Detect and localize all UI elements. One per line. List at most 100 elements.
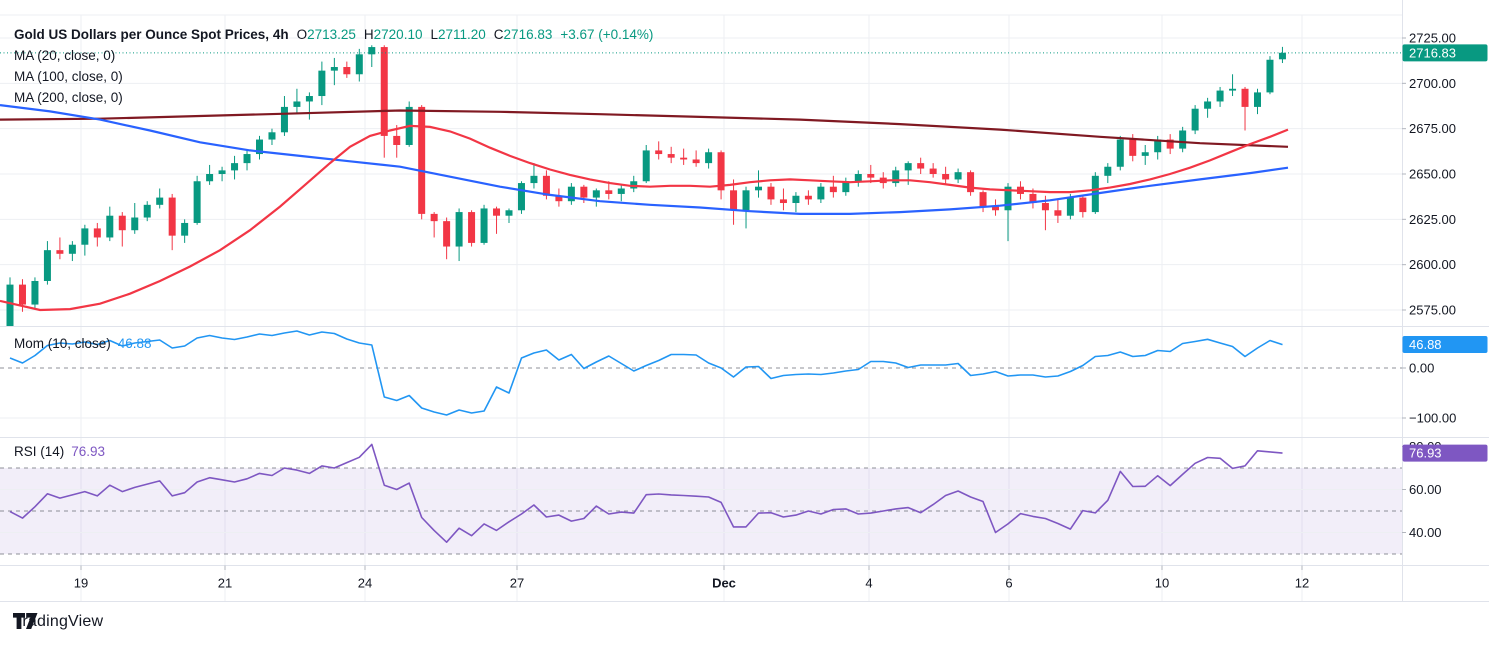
low-label: L (430, 27, 438, 42)
axis-label: 2700.00 (1409, 76, 1456, 91)
candle (31, 280, 39, 305)
legend-item-momentum[interactable]: Mom (10, close) 46.88 (14, 335, 152, 352)
open-value: 2713.25 (307, 27, 356, 42)
candle (642, 150, 650, 182)
momentum-value: 46.88 (117, 336, 152, 351)
date-label: 4 (865, 576, 872, 591)
candle (243, 154, 251, 164)
candle (1266, 59, 1274, 93)
candle (1166, 139, 1174, 149)
ohlc-high: H2720.10 (364, 27, 423, 42)
candle (1141, 152, 1149, 156)
candle (942, 174, 950, 180)
candle (106, 215, 114, 238)
candle (493, 208, 501, 216)
candle (892, 170, 900, 184)
momentum-label: Mom (10, close) (14, 336, 111, 351)
candle (655, 150, 663, 155)
candle (206, 174, 214, 182)
candle (517, 183, 525, 211)
rsi-value-badge: 76.93 (1402, 444, 1488, 462)
candle (1066, 197, 1074, 216)
high-label: H (363, 27, 374, 42)
candle (443, 221, 451, 247)
date-label: 6 (1005, 576, 1012, 591)
candle (330, 67, 338, 71)
price-scale[interactable]: 2725.00 2700.00 2675.00 2650.00 2625.00 2600.… (1402, 31, 1456, 541)
candle (430, 213, 438, 222)
candle (854, 174, 862, 182)
candle (1216, 90, 1224, 102)
legend-item-rsi[interactable]: RSI (14) 76.93 (14, 443, 105, 460)
candle (1154, 139, 1162, 153)
series-legend-row[interactable]: Gold US Dollars per Ounce Spot Prices, 4… (14, 24, 653, 45)
candle (218, 170, 226, 174)
candle (1079, 197, 1087, 213)
axis-label: 0.00 (1409, 361, 1434, 376)
candle (1041, 203, 1049, 211)
date-label: 19 (74, 576, 88, 591)
legend: Gold US Dollars per Ounce Spot Prices, 4… (14, 24, 653, 108)
candle (742, 190, 750, 211)
axis-label: 2650.00 (1409, 167, 1456, 182)
tradingview-watermark[interactable]: TradingView (13, 613, 103, 631)
candle (680, 157, 688, 160)
candle (480, 208, 488, 243)
candle (93, 228, 101, 238)
candle (118, 215, 126, 231)
candle (555, 195, 563, 202)
candle (1229, 88, 1237, 91)
time-scale[interactable]: 19 21 24 27 Dec 4 6 10 12 (74, 565, 1309, 591)
candle (1254, 92, 1261, 107)
candle (1191, 108, 1199, 131)
candle (6, 284, 14, 326)
date-label: 12 (1295, 576, 1309, 591)
candle (305, 96, 313, 102)
rsi-pane (0, 467, 1402, 555)
candle (468, 212, 476, 243)
date-label: Dec (712, 576, 736, 591)
candle (804, 195, 812, 200)
momentum-line (9, 330, 1283, 416)
ohlc-close: C2716.83 (494, 27, 553, 42)
legend-item-ma200[interactable]: MA (200, close, 0) (14, 90, 123, 105)
candle (592, 190, 600, 198)
candle (954, 172, 962, 180)
candle (268, 132, 276, 140)
candle (717, 152, 725, 191)
candle (418, 106, 426, 214)
legend-item-ma100[interactable]: MA (100, close, 0) (14, 69, 123, 84)
date-label: 27 (510, 576, 524, 591)
candle (904, 163, 912, 171)
candle (43, 250, 51, 281)
close-value: 2716.83 (503, 27, 553, 42)
candle (355, 54, 363, 75)
candle (256, 139, 263, 155)
axis-label: −100.00 (1409, 411, 1456, 426)
candle (1104, 166, 1112, 176)
pane-separators (0, 0, 1489, 602)
rsi-label: RSI (14) (14, 444, 65, 459)
momentum-value-badge: 46.88 (1402, 336, 1488, 354)
candle (567, 186, 575, 202)
axis-label: 2600.00 (1409, 257, 1456, 272)
candle (1054, 210, 1062, 216)
rsi-line (9, 443, 1283, 544)
axis-label: 60.00 (1409, 482, 1442, 497)
candle (817, 186, 825, 200)
candle (343, 67, 351, 75)
svg-text:46.88: 46.88 (1409, 337, 1442, 352)
candle (967, 172, 975, 193)
candle (505, 210, 513, 216)
candle (168, 197, 176, 236)
candle (131, 217, 139, 231)
axis-label: 2675.00 (1409, 121, 1456, 136)
legend-item-ma20[interactable]: MA (20, close, 0) (14, 48, 116, 63)
close-label: C (493, 27, 504, 42)
candle (368, 47, 376, 55)
ma200-line (0, 109, 1289, 148)
candle (56, 250, 64, 254)
candle (193, 181, 201, 223)
